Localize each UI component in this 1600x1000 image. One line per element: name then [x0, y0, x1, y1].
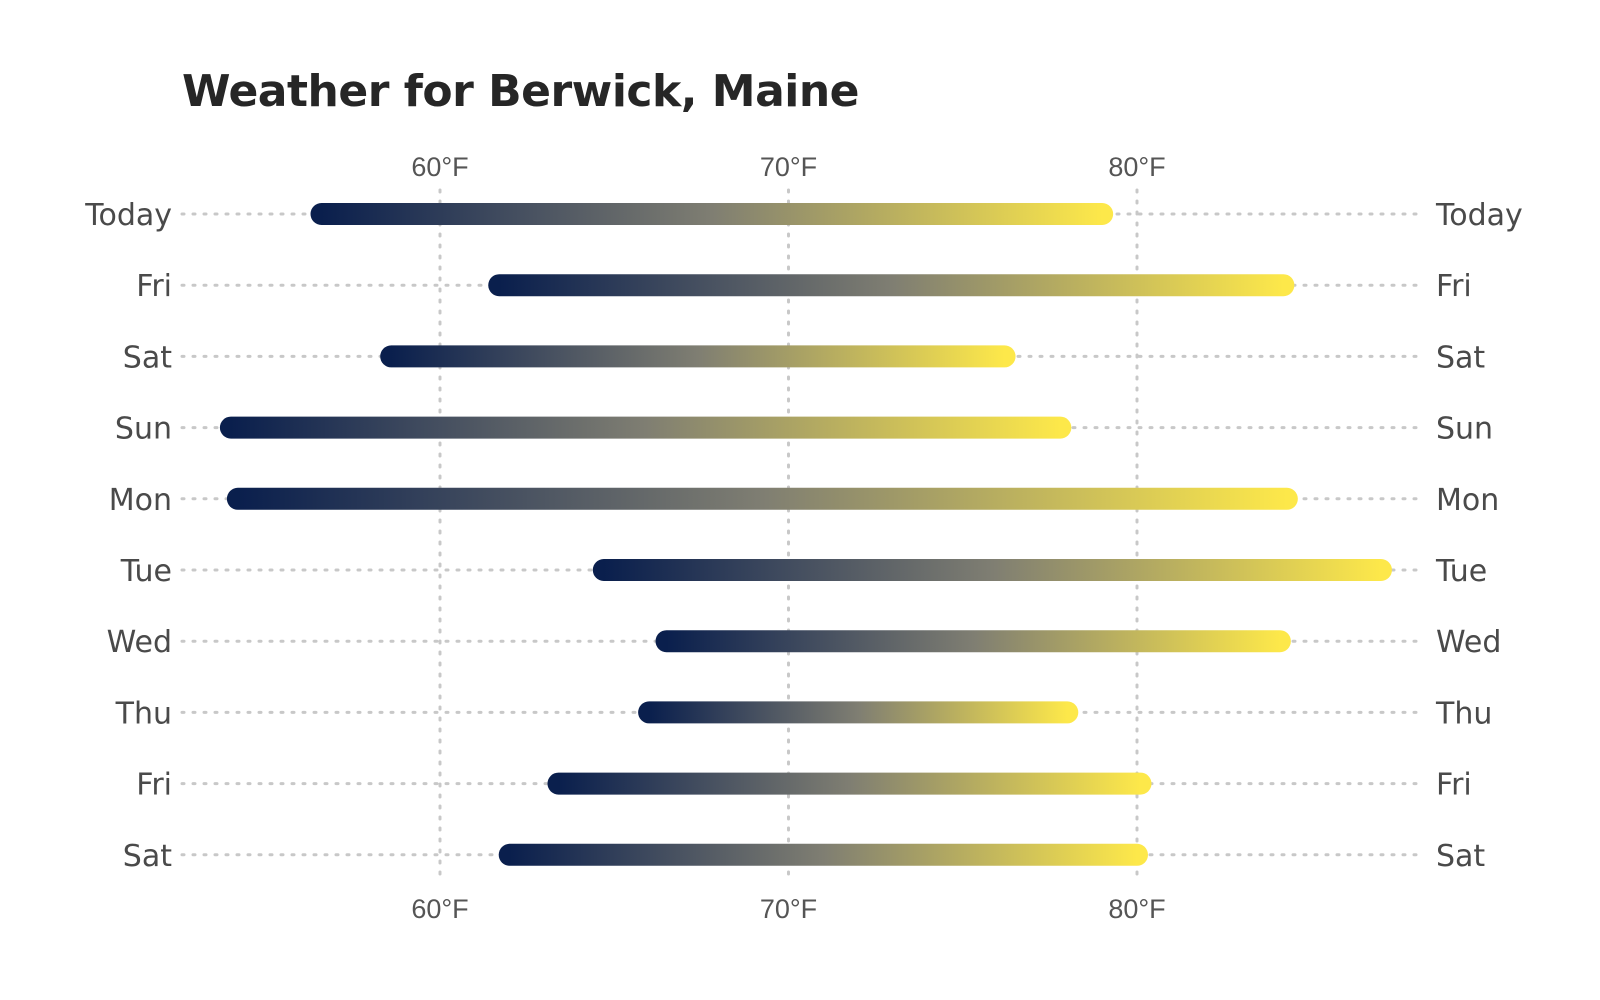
day-label-left: Sun	[115, 412, 172, 447]
day-label-left: Sat	[123, 340, 172, 375]
day-label-right: Sat	[1436, 340, 1485, 375]
day-label-left: Today	[84, 198, 172, 233]
temperature-bars	[219, 203, 1392, 866]
tick-label-top-70: 70°F	[760, 152, 817, 182]
day-label-right: Mon	[1436, 483, 1499, 518]
day-label-left: Thu	[115, 696, 172, 731]
tick-label-top-80: 80°F	[1108, 152, 1165, 182]
tick-label-top-60: 60°F	[411, 152, 468, 182]
day-label-right: Today	[1435, 198, 1523, 233]
tick-label-bottom-70: 70°F	[760, 894, 817, 924]
chart-title: Weather for Berwick, Maine	[182, 66, 860, 117]
day-label-right: Fri	[1436, 768, 1472, 803]
day-label-left: Fri	[136, 768, 172, 803]
day-label-left: Tue	[120, 554, 172, 589]
day-label-right: Sat	[1436, 839, 1485, 874]
day-label-left: Fri	[136, 269, 172, 304]
day-label-right: Fri	[1436, 269, 1472, 304]
tick-label-bottom-60: 60°F	[411, 894, 468, 924]
day-label-left: Mon	[109, 483, 172, 518]
day-labels: Today Today Fri Fri Sat Sat Sun Sun Mon Mon Tue Tue…	[84, 198, 1523, 874]
axis-ticks: 60°F 60°F 70°F 70°F 80°F 80°F	[411, 152, 1165, 924]
day-label-left: Wed	[107, 625, 172, 660]
day-label-right: Wed	[1436, 625, 1501, 660]
tick-label-bottom-80: 80°F	[1108, 894, 1165, 924]
day-label-right: Sun	[1436, 412, 1493, 447]
day-label-right: Tue	[1435, 554, 1487, 589]
gridlines	[438, 188, 1139, 880]
day-label-left: Sat	[123, 839, 172, 874]
row-guides	[180, 212, 1424, 857]
day-label-right: Thu	[1435, 696, 1492, 731]
